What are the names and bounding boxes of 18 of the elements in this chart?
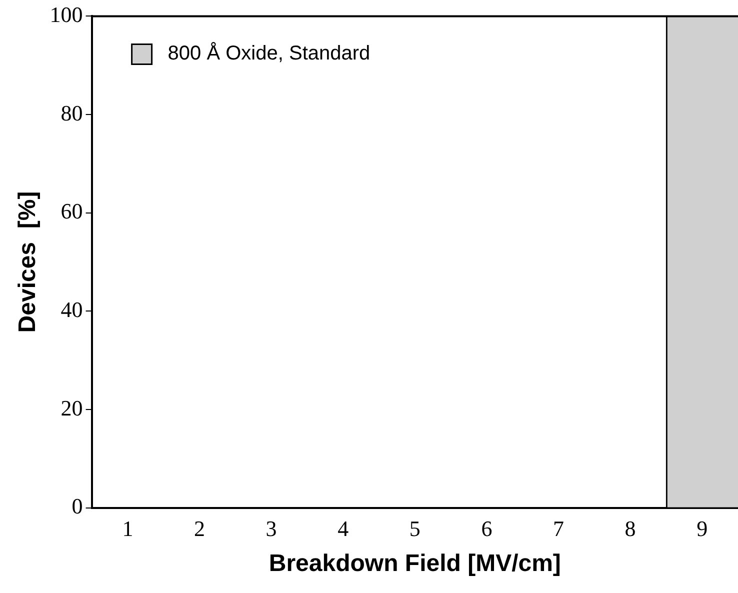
x-tick-label: 7 — [553, 516, 564, 541]
x-tick-label: 1 — [122, 516, 134, 541]
y-tick-label: 0 — [72, 494, 83, 519]
y-tick-label: 40 — [60, 296, 83, 322]
y-tick-label: 20 — [60, 395, 83, 420]
y-tick-label: 80 — [60, 100, 83, 126]
x-tick-label: 8 — [624, 516, 636, 541]
x-tick-label: 9 — [696, 516, 708, 541]
legend-label: 800 Å Oxide, Standard — [168, 42, 370, 65]
x-tick-label: 3 — [266, 516, 277, 541]
y-tick-label: 60 — [60, 198, 83, 224]
y-tick-label: 100 — [50, 2, 83, 27]
x-tick-label: 6 — [481, 516, 492, 541]
x-tick-label: 4 — [338, 516, 349, 541]
x-tick-label: 5 — [409, 516, 420, 541]
x-axis-title: Breakdown Field [MV/cm] — [268, 550, 561, 578]
y-axis-title: Devices [%] — [14, 191, 42, 333]
x-tick-label: 2 — [194, 516, 205, 541]
